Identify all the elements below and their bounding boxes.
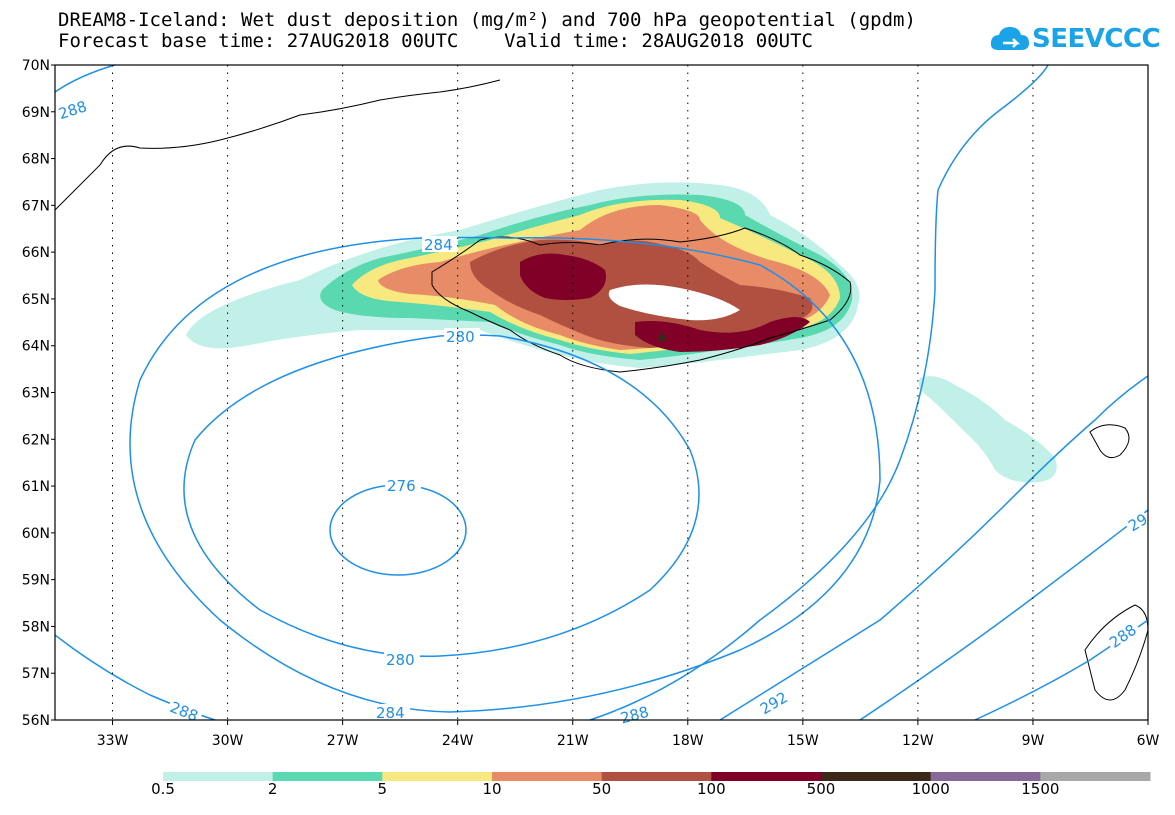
legend-threshold-label: 2: [267, 780, 278, 798]
legend-threshold-label: 10: [482, 780, 502, 798]
latitude-label: 69N: [22, 105, 50, 121]
latitude-label: 70N: [22, 58, 50, 74]
latitude-labels: 70N 69N 68N 67N 66N 65N 64N 63N 62N 61N 60N 59N 58N 5…: [22, 58, 50, 729]
latitude-label: 57N: [22, 666, 50, 682]
legend-swatch: [930, 772, 1041, 781]
contour-276-ring: [329, 484, 467, 576]
shade-white-interior: [608, 284, 740, 321]
contour-284-ring: [129, 236, 881, 713]
geopotential-contours: [54, 64, 1149, 721]
shade-0.5-east: [918, 376, 1057, 483]
contour-label: 288: [618, 703, 650, 728]
longitude-label: 27W: [327, 733, 359, 749]
contour-label: 276: [387, 477, 416, 495]
latitude-label: 68N: [22, 152, 50, 168]
cloud-icon: [990, 27, 1029, 50]
legend-swatch: [601, 772, 712, 781]
longitude-label: 15W: [787, 733, 819, 749]
longitude-label: 21W: [557, 733, 589, 749]
coastlines: [54, 79, 1149, 701]
shade-100: [520, 253, 606, 300]
longitude-label: 30W: [212, 733, 244, 749]
contour-288-mid: [589, 64, 1049, 721]
latitude-label: 63N: [22, 386, 50, 402]
shade-500-dot: [658, 334, 666, 342]
greenland-coast: [54, 79, 501, 211]
legend-swatch: [382, 772, 493, 781]
dust-deposition-shading: [186, 182, 1057, 483]
logo-text: SEEVCCC: [1032, 24, 1161, 54]
legend-threshold-label: 0.5: [151, 780, 175, 798]
forecast-times: Forecast base time: 27AUG2018 00UTC Vali…: [58, 30, 813, 52]
legend-threshold-label: 1000: [911, 780, 950, 798]
contour-280-ring: [183, 334, 700, 658]
longitude-label: 33W: [97, 733, 129, 749]
longitude-labels: 33W 30W 27W 24W 21W 18W 15W 12W 9W 6W: [97, 733, 1160, 749]
latitude-label: 62N: [22, 432, 50, 448]
longitude-label: 12W: [902, 733, 934, 749]
legend-threshold-label: 50: [592, 780, 612, 798]
contour-288-nw: [54, 64, 116, 93]
latitude-label: 60N: [22, 526, 50, 542]
legend-threshold-label: 100: [697, 780, 726, 798]
contour-label: 288: [56, 97, 89, 123]
contour-label: 284: [424, 236, 453, 254]
iceland-coast: [431, 227, 852, 373]
legend-swatch: [163, 772, 274, 781]
contour-label: 280: [386, 651, 415, 669]
legend-swatch: [272, 772, 383, 781]
latitude-label: 61N: [22, 479, 50, 495]
contour-label: 280: [446, 328, 475, 346]
latitude-label: 58N: [22, 619, 50, 635]
contour-292: [719, 375, 1149, 721]
color-legend: [163, 772, 1151, 781]
legend-swatch: [711, 772, 822, 781]
shade-100b: [635, 317, 810, 352]
latitude-label: 64N: [22, 339, 50, 355]
legend-threshold-label: 5: [377, 780, 388, 798]
longitude-label: 18W: [672, 733, 704, 749]
latitude-label: 56N: [22, 713, 50, 729]
legend-swatch: [821, 772, 932, 781]
map-grid: [51, 64, 1149, 725]
latitude-label: 65N: [22, 292, 50, 308]
legend-threshold-label: 500: [806, 780, 836, 798]
seevccc-logo: SEEVCCC: [990, 22, 1161, 58]
legend-threshold-label: 1500: [1021, 780, 1060, 798]
legend-swatch: [492, 772, 603, 781]
latitude-label: 66N: [22, 245, 50, 261]
map-frame: [54, 64, 1149, 721]
contour-label: 284: [376, 704, 405, 722]
longitude-label: 24W: [442, 733, 474, 749]
latitude-label: 67N: [22, 198, 50, 214]
longitude-label: 9W: [1022, 733, 1045, 749]
faroe-coast: [1089, 424, 1130, 459]
scotland-coast: [1084, 604, 1149, 701]
contour-label: 29: [1125, 510, 1151, 535]
chart-title: DREAM8-Iceland: Wet dust deposition (mg/…: [58, 9, 916, 31]
latitude-label: 59N: [22, 573, 50, 589]
legend-swatch: [1040, 772, 1151, 781]
longitude-label: 6W: [1137, 733, 1160, 749]
contour-29x: [859, 509, 1149, 721]
